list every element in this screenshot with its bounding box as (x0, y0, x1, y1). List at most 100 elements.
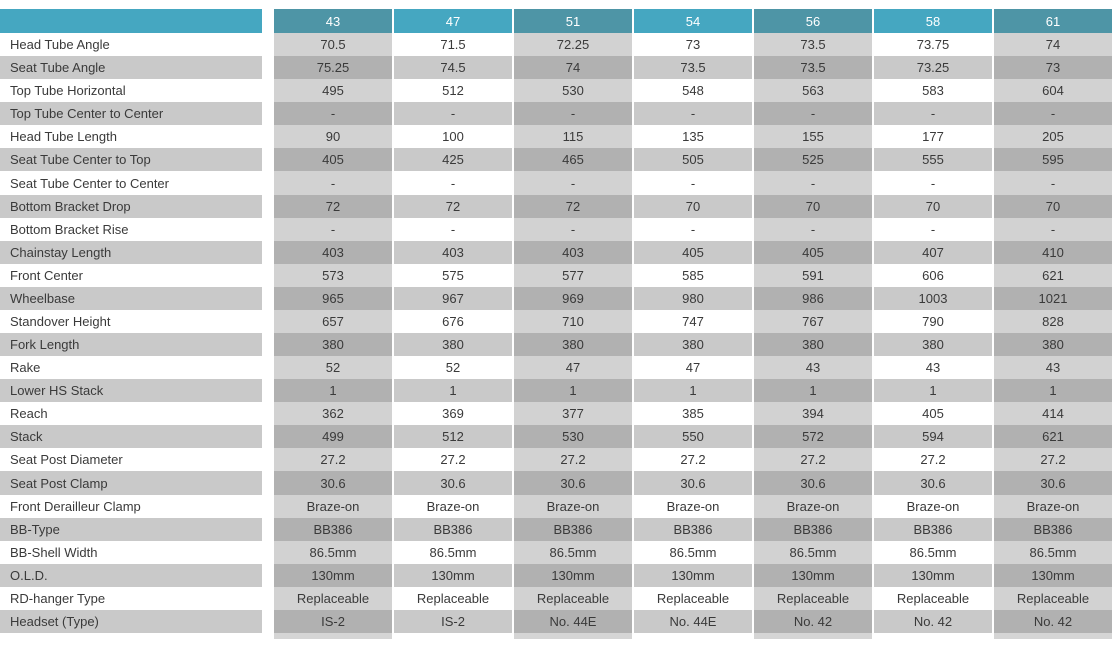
geometry-value-cell: Braze-on (272, 494, 392, 518)
geometry-value-cell: 1 (872, 379, 992, 403)
geometry-value-cell: 369 (392, 402, 512, 426)
geometry-value-cell: - (992, 171, 1112, 195)
geometry-value-cell: 73.5 (632, 56, 752, 80)
label-column-gutter (262, 471, 272, 495)
row-label: Bottom Bracket Drop (0, 194, 262, 218)
geometry-value-cell: 380 (272, 333, 392, 357)
geometry-value-cell: 621 (992, 425, 1112, 449)
geometry-value-cell: 177 (872, 125, 992, 149)
geometry-value-cell: 604 (992, 79, 1112, 103)
label-column-gutter (262, 402, 272, 426)
geometry-value-cell: 86.5mm (992, 540, 1112, 564)
geometry-value-cell: 70 (992, 194, 1112, 218)
table-row: Headset (Type) IS-2 IS-2 No. 44E No. 44E No. … (0, 609, 1112, 634)
geometry-value-cell: 362 (272, 402, 392, 426)
geometry-value-cell: 550 (632, 425, 752, 449)
geometry-value-cell: IS-2 (392, 609, 512, 634)
geometry-value-cell: 86.5mm (872, 540, 992, 564)
geometry-value-cell: 606 (872, 263, 992, 287)
geometry-value-cell: 27.2 (752, 448, 872, 472)
geometry-value-cell: 73 (992, 56, 1112, 80)
geometry-value-cell: No. 42 (872, 609, 992, 634)
geometry-value-cell: 980 (632, 286, 752, 310)
geometry-value-cell: 465 (512, 148, 632, 172)
label-column-gutter (262, 263, 272, 287)
geometry-value-cell: 747 (632, 309, 752, 334)
label-column-gutter (262, 309, 272, 334)
label-column-gutter (262, 448, 272, 472)
geometry-value-cell: Replaceable (512, 586, 632, 610)
geometry-value-cell: 86.5mm (632, 540, 752, 564)
geometry-value-cell: 73 (632, 33, 752, 57)
geometry-value-cell: 572 (752, 425, 872, 449)
geometry-value-cell: - (512, 171, 632, 195)
row-label: BB-Shell Width (0, 540, 262, 564)
table-row: O.L.D. 130mm 130mm 130mm 130mm 130mm 130mm 130m… (0, 563, 1112, 587)
geometry-value-cell: 30.6 (632, 471, 752, 495)
size-column-header: 56 (752, 9, 872, 33)
geometry-value-cell: - (512, 102, 632, 126)
geometry-value-cell: 1 (992, 379, 1112, 403)
table-row: Reach 362 369 377 385 394 405 414 (0, 402, 1112, 426)
geometry-value-cell: Replaceable (992, 586, 1112, 610)
geometry-value-cell: BB386 (272, 517, 392, 541)
geometry-value-cell: - (632, 102, 752, 126)
footer-shade-cell (752, 633, 872, 640)
geometry-value-cell: 43 (752, 356, 872, 380)
geometry-value-cell: BB386 (632, 517, 752, 541)
label-column-gutter (262, 217, 272, 241)
row-label: Head Tube Length (0, 125, 262, 149)
geometry-value-cell: 405 (752, 240, 872, 264)
geometry-value-cell: 414 (992, 402, 1112, 426)
row-label: Lower HS Stack (0, 379, 262, 403)
geometry-value-cell: 30.6 (992, 471, 1112, 495)
row-label: BB-Type (0, 517, 262, 541)
row-label: Seat Post Diameter (0, 448, 262, 472)
label-column-gutter (262, 194, 272, 218)
label-column-gutter (262, 633, 272, 640)
table-row: Rake 52 52 47 47 43 43 43 (0, 356, 1112, 380)
geometry-value-cell: 75.25 (272, 56, 392, 80)
geometry-value-cell: 583 (872, 79, 992, 103)
geometry-value-cell: 595 (992, 148, 1112, 172)
geometry-value-cell: 73.75 (872, 33, 992, 57)
geometry-value-cell: 74.5 (392, 56, 512, 80)
geometry-value-cell: 380 (512, 333, 632, 357)
geometry-value-cell: 512 (392, 79, 512, 103)
table-row: Seat Post Clamp 30.6 30.6 30.6 30.6 30.6 30.6 3… (0, 471, 1112, 495)
column-shade-footer-strip (0, 633, 1112, 640)
size-column-header: 54 (632, 9, 752, 33)
label-column-gutter (262, 240, 272, 264)
geometry-value-cell: 73.5 (752, 33, 872, 57)
label-column-gutter (262, 517, 272, 541)
geometry-value-cell: 30.6 (272, 471, 392, 495)
geometry-value-cell: No. 42 (752, 609, 872, 634)
geometry-value-cell: - (872, 171, 992, 195)
row-label: Chainstay Length (0, 240, 262, 264)
geometry-value-cell: BB386 (992, 517, 1112, 541)
footer-shade-cell (392, 633, 512, 640)
geometry-value-cell: 27.2 (632, 448, 752, 472)
geometry-value-cell: 380 (632, 333, 752, 357)
geometry-value-cell: 965 (272, 286, 392, 310)
geometry-value-cell: 70.5 (272, 33, 392, 57)
geometry-value-cell: 30.6 (392, 471, 512, 495)
geometry-value-cell: 27.2 (512, 448, 632, 472)
geometry-value-cell: Braze-on (992, 494, 1112, 518)
geometry-value-cell: 70 (632, 194, 752, 218)
geometry-value-cell: 555 (872, 148, 992, 172)
row-label: Head Tube Angle (0, 33, 262, 57)
geometry-value-cell: 86.5mm (752, 540, 872, 564)
geometry-value-cell: Replaceable (752, 586, 872, 610)
geometry-value-cell: 828 (992, 309, 1112, 334)
label-column-gutter (262, 333, 272, 357)
label-column-gutter (262, 609, 272, 634)
geometry-value-cell: Replaceable (632, 586, 752, 610)
geometry-value-cell: 86.5mm (392, 540, 512, 564)
table-row: Bottom Bracket Drop 72 72 72 70 70 70 70 (0, 194, 1112, 218)
geometry-value-cell: 70 (752, 194, 872, 218)
geometry-value-cell: BB386 (752, 517, 872, 541)
table-row: Stack 499 512 530 550 572 594 621 (0, 425, 1112, 449)
geometry-value-cell: 969 (512, 286, 632, 310)
